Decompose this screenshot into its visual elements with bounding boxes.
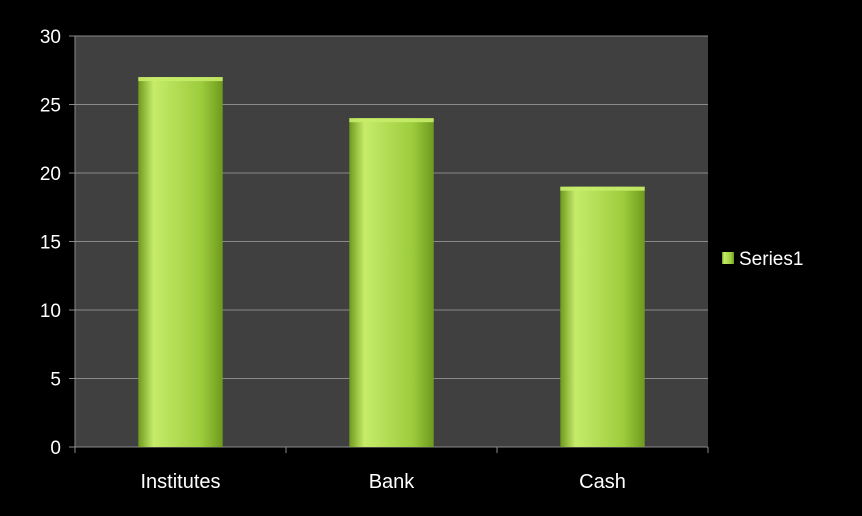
x-category-label: Institutes [140, 471, 220, 493]
y-tick-label: 20 [40, 164, 61, 185]
legend-label: Series1 [739, 249, 803, 270]
bar-cash [560, 186, 645, 447]
x-category-label: Bank [369, 471, 416, 493]
bar-top-highlight [138, 77, 223, 82]
bar-top-highlight [349, 118, 434, 123]
legend-swatch [722, 252, 734, 264]
axis-labels: 0 5 10 15 20 25 30 Institutes Bank Cash [40, 27, 626, 493]
bar-body [560, 186, 645, 447]
bar-bank [349, 118, 434, 447]
bar-body [349, 118, 434, 447]
y-tick-label: 0 [50, 438, 61, 459]
y-tick-label: 25 [40, 96, 61, 117]
legend: Series1 [722, 249, 803, 270]
bar-body [138, 77, 223, 447]
y-tick-label: 5 [50, 370, 61, 391]
bar-top-highlight [560, 186, 645, 191]
bar-institutes [138, 77, 223, 447]
y-tick-label: 30 [40, 27, 61, 48]
bars [138, 77, 645, 447]
y-tick-label: 10 [40, 301, 61, 322]
x-category-label: Cash [579, 471, 626, 493]
y-tick-label: 15 [40, 233, 61, 254]
